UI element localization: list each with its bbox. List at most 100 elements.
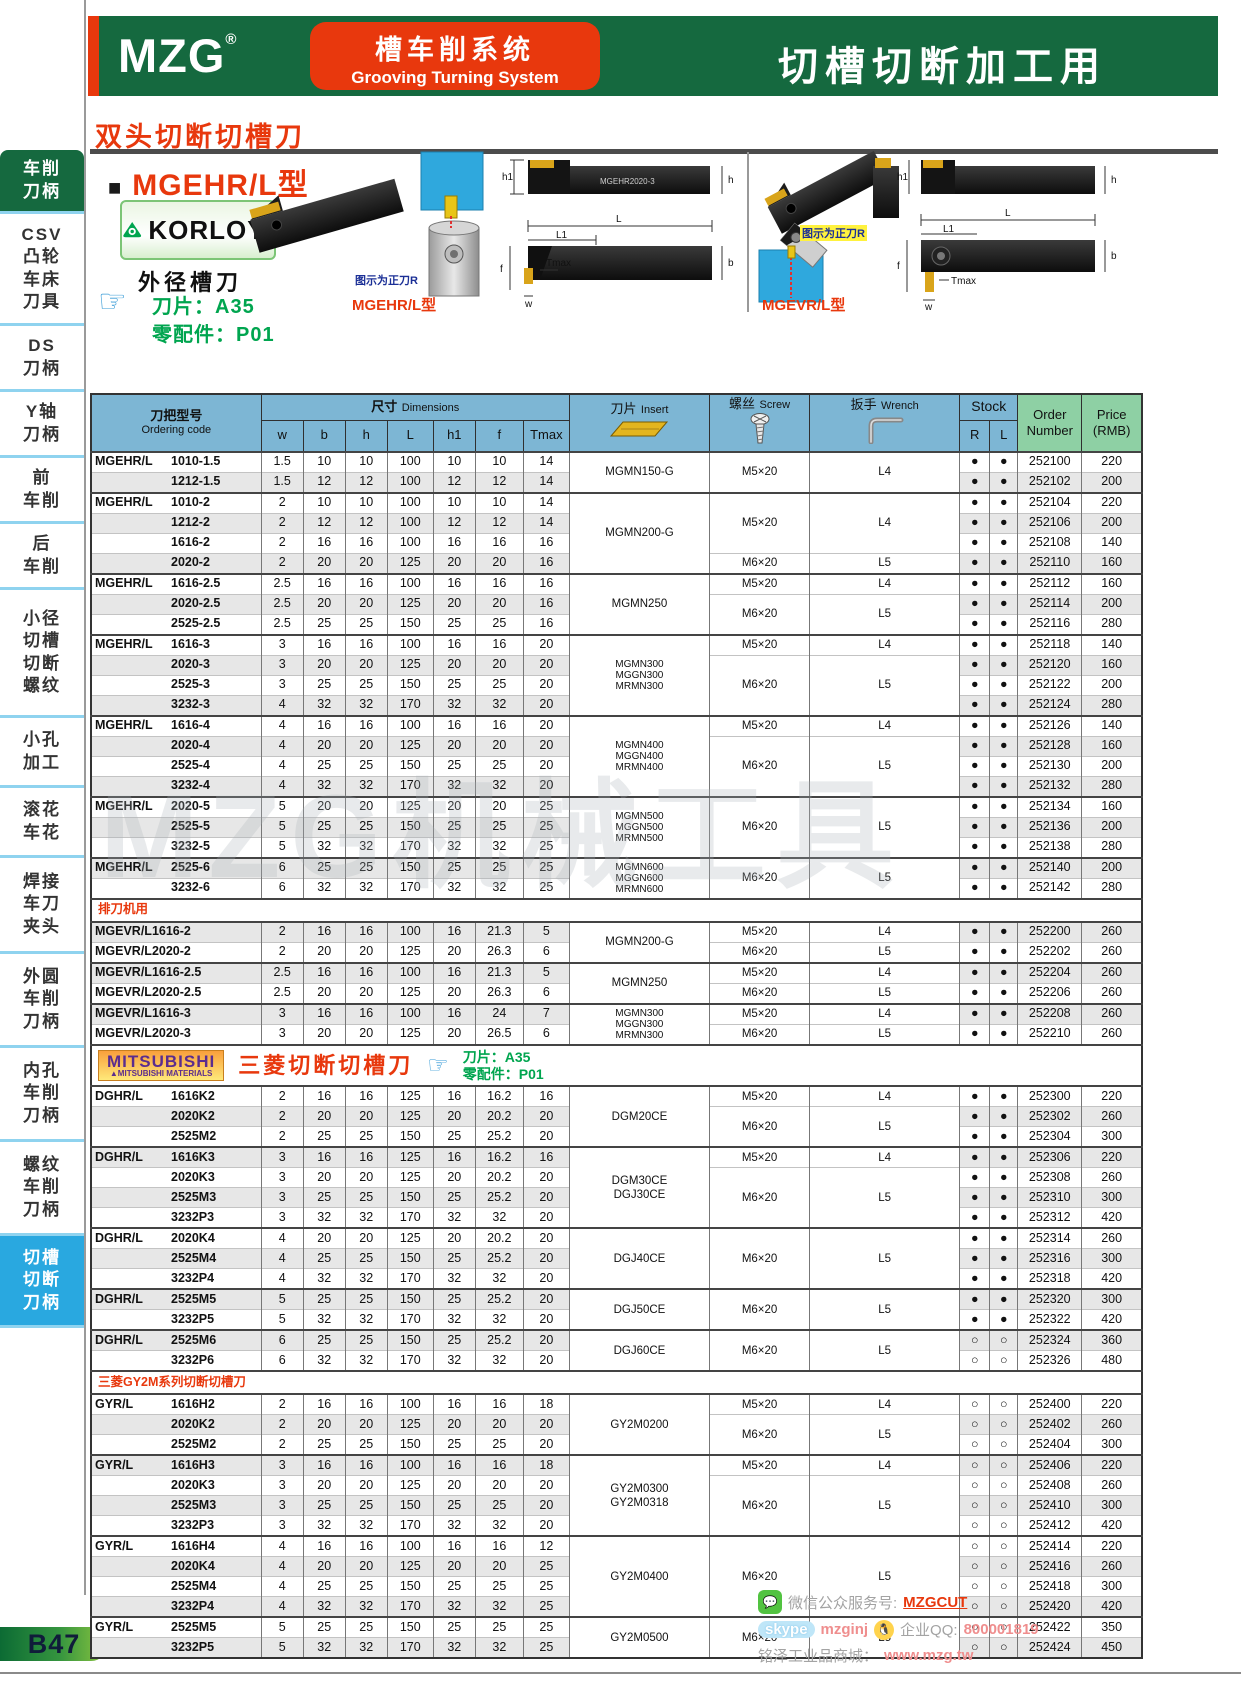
cell-h1: 16 bbox=[432, 1454, 476, 1476]
table-row: 3232-5 5 32 32 170 32 32 25 ● ● 252138 280 bbox=[90, 836, 1143, 858]
cell-h: 25 bbox=[344, 816, 388, 838]
sidebar-item-label: DS bbox=[28, 336, 56, 356]
cell-stock-r: ● bbox=[959, 877, 991, 899]
cell-stock-l: ● bbox=[989, 755, 1019, 777]
cell-stock-l: ● bbox=[989, 694, 1019, 716]
cell-h1: 16 bbox=[432, 572, 476, 595]
cell-stock-l: ● bbox=[989, 450, 1019, 473]
cell-h: 20 bbox=[344, 1414, 388, 1435]
cell-l: 170 bbox=[386, 1309, 434, 1331]
header-dim-w: w bbox=[260, 419, 304, 453]
cell-order-number: 252200 bbox=[1017, 920, 1083, 943]
cell-h1: 20 bbox=[432, 1167, 476, 1188]
mall-url-link[interactable]: www.mzg.tw bbox=[884, 1647, 974, 1664]
sidebar-item-5[interactable]: 前车削 bbox=[0, 458, 84, 524]
cell-w: 3 bbox=[260, 1023, 304, 1045]
cell-stock-l: ● bbox=[989, 1309, 1019, 1331]
cell-h: 20 bbox=[344, 552, 388, 574]
cell-price: 420 bbox=[1081, 1207, 1143, 1229]
cell-w: 2.5 bbox=[260, 572, 304, 595]
cell-w: 3 bbox=[260, 633, 304, 656]
table-row: 3232-3 4 32 32 170 32 32 20 ● ● 252124 280 bbox=[90, 694, 1143, 716]
sidebar-item-1[interactable]: 车削 刀柄 bbox=[0, 150, 84, 214]
sidebar-item-8[interactable]: 小孔 加工 bbox=[0, 718, 84, 788]
cell-order-number: 252418 bbox=[1017, 1576, 1083, 1597]
sidebar-item-10[interactable]: 焊接 车刀 夹头 bbox=[0, 858, 84, 954]
square-bullet-icon: ■ bbox=[108, 175, 123, 200]
cell-tmax: 25 bbox=[522, 816, 570, 838]
wechat-id-link[interactable]: MZGCUT bbox=[903, 1593, 968, 1611]
cell-stock-l: ● bbox=[989, 1248, 1019, 1269]
cell-l: 125 bbox=[386, 795, 434, 818]
cell-order-number: 252134 bbox=[1017, 795, 1083, 818]
sidebar-item-13[interactable]: 螺纹 车削 刀柄 bbox=[0, 1142, 84, 1236]
cell-screw: M6×20 bbox=[709, 654, 811, 716]
table-row: 3232P5 5 32 32 170 32 32 20 ● ● 252322 420 bbox=[90, 1309, 1143, 1331]
svg-text:h: h bbox=[728, 175, 734, 186]
cell-tmax: 20 bbox=[522, 654, 570, 676]
sidebar-item-6[interactable]: 后车削 bbox=[0, 524, 84, 590]
sidebar-item-2[interactable]: CSV 凸轮 车床 刀具 bbox=[0, 214, 84, 326]
cell-b: 32 bbox=[302, 1309, 346, 1331]
header-stock: Stock bbox=[959, 393, 1019, 421]
cell-tmax: 25 bbox=[522, 1556, 570, 1577]
cell-b: 25 bbox=[302, 1126, 346, 1148]
cell-wrench: L5 bbox=[809, 941, 961, 963]
cell-stock-l: ● bbox=[989, 877, 1019, 899]
cell-h: 20 bbox=[344, 1227, 388, 1249]
sidebar-item-label: 刀柄 bbox=[23, 424, 61, 444]
cell-l: 125 bbox=[386, 941, 434, 963]
cell-l: 150 bbox=[386, 1616, 434, 1638]
cell-price: 300 bbox=[1081, 1248, 1143, 1269]
sidebar-item-3[interactable]: DS 刀柄 bbox=[0, 326, 84, 392]
cell-stock-r: ● bbox=[959, 1227, 991, 1249]
cell-h: 20 bbox=[344, 654, 388, 676]
cell-order-number: 252110 bbox=[1017, 552, 1083, 574]
cell-wrench: L4 bbox=[809, 450, 961, 493]
cell-h: 32 bbox=[344, 1515, 388, 1537]
cell-l: 125 bbox=[386, 552, 434, 574]
sidebar-item-12[interactable]: 内孔 车削 刀柄 bbox=[0, 1048, 84, 1142]
cell-l: 170 bbox=[386, 1515, 434, 1537]
cell-h: 32 bbox=[344, 1596, 388, 1618]
pointing-hand-icon: ☞ bbox=[98, 283, 127, 319]
cell-tmax: 20 bbox=[522, 1187, 570, 1208]
cell-wrench: L4 bbox=[809, 920, 961, 943]
cell-stock-r: ● bbox=[959, 1207, 991, 1229]
sidebar-item-4[interactable]: Y轴 刀柄 bbox=[0, 392, 84, 458]
sidebar-divider-line bbox=[84, 0, 86, 1595]
cell-order-number: 252320 bbox=[1017, 1288, 1083, 1310]
table-row: MGEVR/L2020-3 3 20 20 125 20 26.5 6 M6×20 L5 ● ● 252… bbox=[90, 1023, 1143, 1045]
cell-h: 12 bbox=[344, 512, 388, 534]
sidebar-item-label: 车削 bbox=[23, 556, 61, 576]
sidebar-item-7[interactable]: 小径 切槽 切断 螺纹 bbox=[0, 590, 84, 718]
cell-stock-l: ● bbox=[989, 920, 1019, 943]
cell-stock-l: ● bbox=[989, 1002, 1019, 1025]
cell-b: 25 bbox=[302, 613, 346, 635]
cell-f: 16 bbox=[474, 572, 524, 595]
sidebar-item-9[interactable]: 滚花 车花 bbox=[0, 788, 84, 858]
cell-price: 420 bbox=[1081, 1268, 1143, 1290]
header-dim-h: h bbox=[344, 419, 388, 453]
cell-f: 16 bbox=[474, 633, 524, 656]
cell-w: 4 bbox=[260, 755, 304, 777]
cell-h1: 25 bbox=[432, 1248, 476, 1269]
cell-l: 100 bbox=[386, 1393, 434, 1415]
sidebar-item-label: 前 bbox=[32, 468, 52, 488]
cell-tmax: 20 bbox=[522, 1268, 570, 1290]
sidebar-item-14[interactable]: 切槽 切断 刀柄 bbox=[0, 1236, 84, 1328]
cell-tmax: 20 bbox=[522, 775, 570, 797]
cell-ordering-code: MGEHR/L 2020-5 bbox=[90, 795, 262, 818]
cell-stock-l: ● bbox=[989, 1085, 1019, 1107]
cell-w: 4 bbox=[260, 1576, 304, 1597]
sidebar-item-11[interactable]: 外圆 车削 刀柄 bbox=[0, 954, 84, 1048]
cell-w: 5 bbox=[260, 1288, 304, 1310]
cell-w: 4 bbox=[260, 1248, 304, 1269]
svg-text:h: h bbox=[1111, 175, 1117, 186]
sidebar-item-label: 小孔 bbox=[23, 730, 61, 750]
mall-row: 铭泽工业品商城： www.mzg.tw bbox=[758, 1645, 1178, 1666]
cell-h: 32 bbox=[344, 1350, 388, 1372]
cell-stock-l: ○ bbox=[989, 1434, 1019, 1456]
cell-h: 20 bbox=[344, 735, 388, 757]
cell-l: 150 bbox=[386, 1495, 434, 1516]
